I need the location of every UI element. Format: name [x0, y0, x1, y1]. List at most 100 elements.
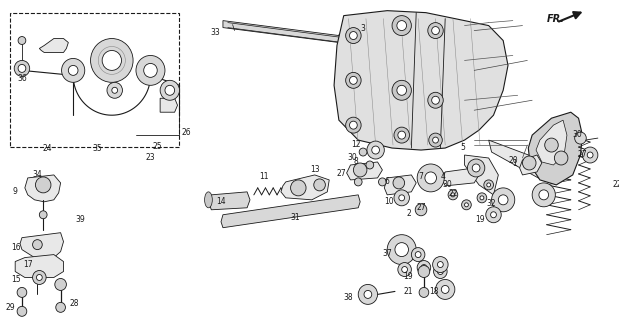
Ellipse shape [464, 203, 469, 207]
Ellipse shape [345, 28, 361, 44]
Ellipse shape [353, 163, 367, 177]
Text: 12: 12 [352, 140, 361, 148]
Text: 32: 32 [487, 199, 496, 208]
Polygon shape [519, 155, 542, 175]
Polygon shape [160, 98, 178, 112]
Ellipse shape [55, 278, 66, 291]
Ellipse shape [68, 65, 78, 76]
Text: 3: 3 [361, 24, 365, 33]
Text: 31: 31 [290, 213, 300, 222]
Ellipse shape [421, 265, 427, 270]
Ellipse shape [433, 265, 447, 278]
Ellipse shape [345, 117, 361, 133]
Text: 23: 23 [145, 153, 155, 162]
Text: 35: 35 [92, 144, 102, 153]
Text: 19: 19 [475, 215, 485, 224]
Text: 29: 29 [6, 303, 15, 312]
Ellipse shape [350, 32, 357, 40]
Ellipse shape [160, 80, 180, 100]
Ellipse shape [107, 82, 123, 98]
Ellipse shape [539, 190, 548, 200]
Text: 25: 25 [152, 141, 162, 151]
Text: 14: 14 [216, 197, 226, 206]
Ellipse shape [433, 257, 448, 273]
Ellipse shape [431, 96, 439, 104]
Text: 24: 24 [42, 144, 52, 153]
Text: 18: 18 [429, 287, 438, 296]
Ellipse shape [18, 36, 26, 44]
Text: 22: 22 [612, 180, 619, 189]
Text: 7: 7 [418, 172, 423, 181]
Ellipse shape [486, 207, 501, 223]
Ellipse shape [582, 147, 598, 163]
Ellipse shape [419, 287, 429, 297]
Ellipse shape [33, 270, 46, 284]
Ellipse shape [433, 137, 438, 143]
Text: 8: 8 [354, 157, 358, 166]
Text: 39: 39 [75, 215, 85, 224]
Ellipse shape [350, 121, 357, 129]
Text: 15: 15 [11, 275, 21, 284]
Ellipse shape [354, 178, 362, 186]
Ellipse shape [40, 211, 47, 219]
Ellipse shape [112, 87, 118, 93]
Ellipse shape [498, 195, 508, 205]
Polygon shape [281, 175, 329, 200]
Text: FR.: FR. [547, 14, 565, 24]
Ellipse shape [387, 235, 416, 265]
Ellipse shape [56, 302, 66, 312]
Ellipse shape [290, 180, 306, 196]
Polygon shape [221, 195, 360, 228]
Text: 20: 20 [508, 156, 517, 164]
Ellipse shape [359, 148, 367, 156]
Ellipse shape [462, 200, 471, 210]
Polygon shape [528, 112, 582, 185]
Ellipse shape [491, 188, 515, 212]
Polygon shape [15, 255, 64, 277]
Ellipse shape [438, 261, 443, 268]
Ellipse shape [467, 159, 485, 177]
Ellipse shape [350, 76, 357, 84]
Ellipse shape [395, 243, 409, 257]
Ellipse shape [314, 179, 326, 191]
Ellipse shape [358, 284, 378, 304]
Ellipse shape [399, 195, 405, 201]
Text: 19: 19 [404, 272, 413, 281]
Ellipse shape [366, 161, 374, 169]
Text: 30: 30 [573, 130, 582, 139]
Ellipse shape [425, 172, 436, 184]
Ellipse shape [393, 177, 405, 189]
Text: 6: 6 [385, 177, 389, 187]
Text: 27: 27 [416, 203, 426, 212]
Ellipse shape [205, 192, 212, 208]
Ellipse shape [545, 138, 558, 152]
Text: 33: 33 [210, 28, 220, 37]
Ellipse shape [522, 156, 536, 170]
Ellipse shape [398, 131, 405, 139]
Ellipse shape [451, 193, 455, 197]
Ellipse shape [402, 267, 407, 273]
Ellipse shape [33, 240, 42, 250]
Text: 21: 21 [404, 287, 413, 296]
Polygon shape [347, 162, 383, 180]
Ellipse shape [61, 59, 85, 82]
Ellipse shape [417, 260, 431, 275]
Ellipse shape [397, 85, 407, 95]
Ellipse shape [398, 262, 412, 276]
Ellipse shape [17, 306, 27, 316]
Ellipse shape [574, 132, 586, 144]
Text: 38: 38 [344, 293, 353, 302]
Ellipse shape [394, 190, 409, 206]
Text: 26: 26 [181, 128, 191, 137]
Text: 4: 4 [441, 172, 446, 181]
Text: 22: 22 [448, 189, 457, 198]
Polygon shape [334, 11, 508, 150]
Ellipse shape [532, 183, 555, 207]
Text: 36: 36 [17, 74, 27, 83]
Ellipse shape [90, 38, 133, 82]
Polygon shape [20, 233, 64, 258]
Polygon shape [209, 192, 250, 210]
Ellipse shape [487, 183, 491, 187]
Ellipse shape [35, 177, 51, 193]
Ellipse shape [378, 178, 386, 186]
